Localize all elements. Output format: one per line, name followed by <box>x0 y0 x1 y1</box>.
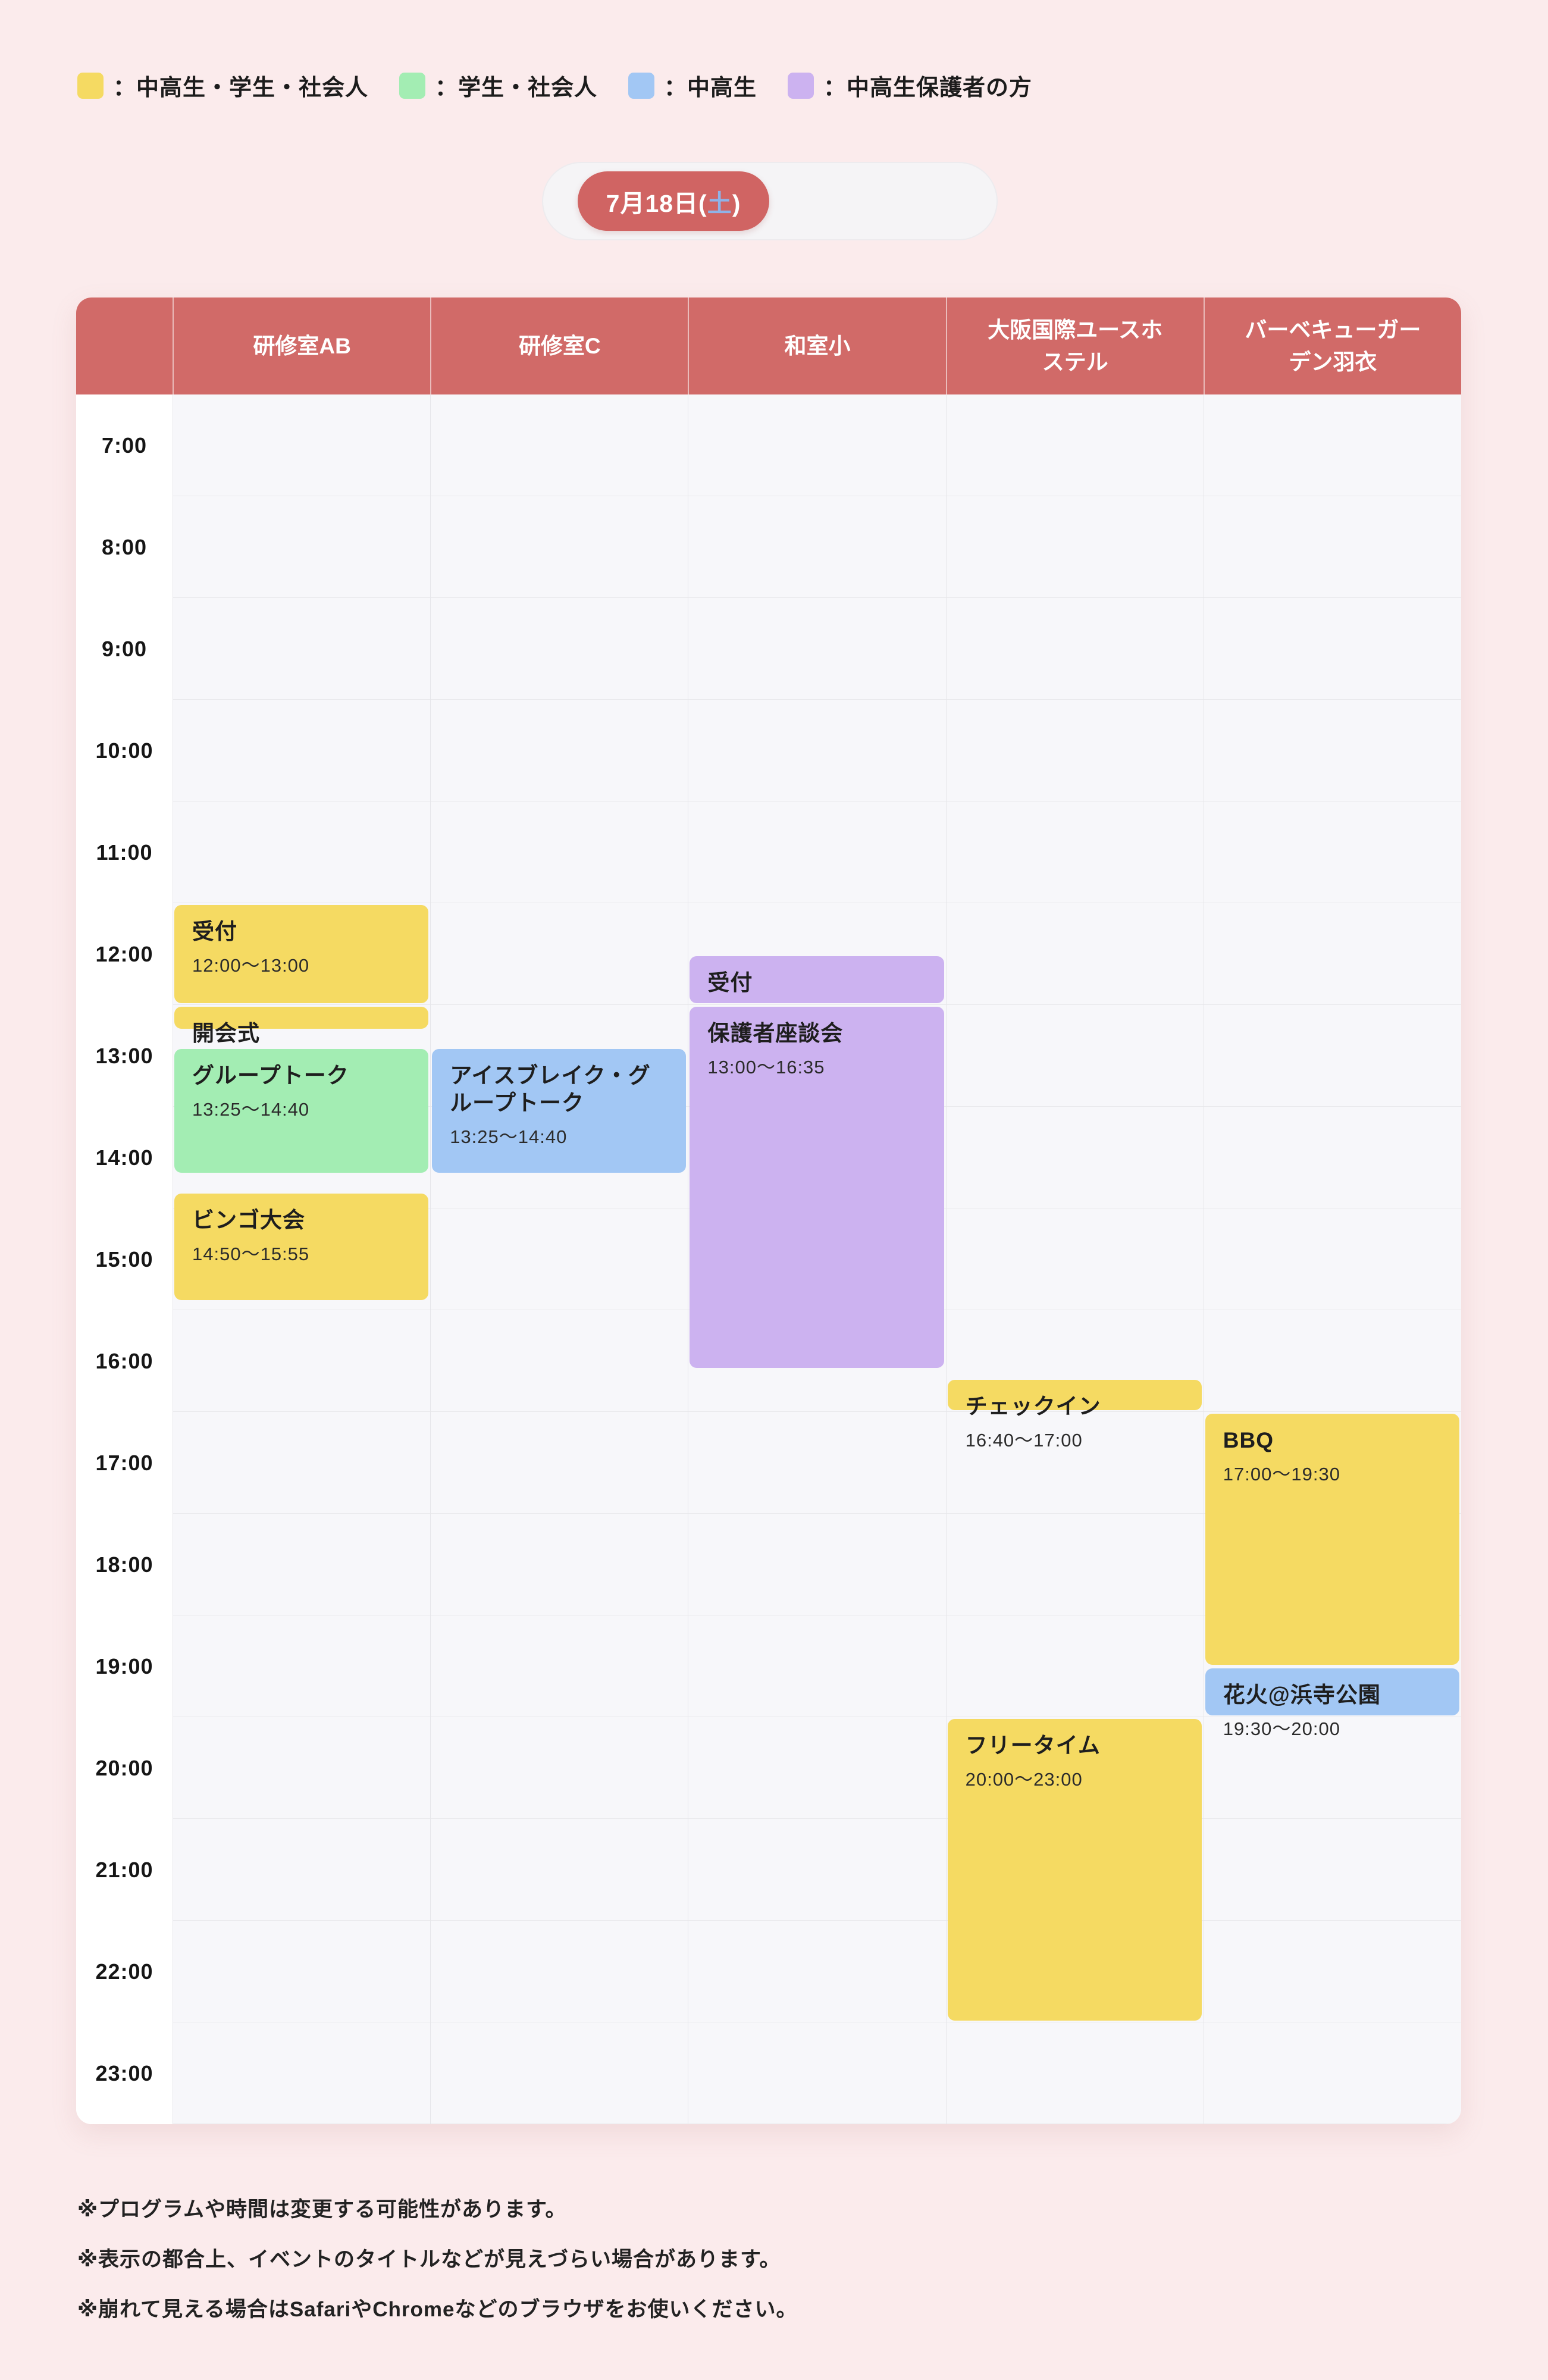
event-time: 13:25〜14:40 <box>192 1099 310 1120</box>
legend-label: ：中高生・学生・社会人 <box>113 76 369 101</box>
event-block[interactable]: BBQ 17:00〜19:30 <box>1205 1414 1459 1665</box>
time-label: 13:00 <box>95 1043 153 1068</box>
event-title: 保護者座談会 <box>707 1021 844 1045</box>
event-title: 花火@浜寺公園 <box>1223 1682 1381 1707</box>
legend-item: ：中高生保護者の方 <box>788 69 1032 102</box>
event-block[interactable]: アイスブレイク・グループトーク 13:25〜14:40 <box>432 1049 687 1173</box>
day-column-4 <box>1203 394 1461 2124</box>
events-layer: 受付 12:00〜13:00 開会式グループトーク 13:25〜14:40 ビンゴ大会 1… <box>173 394 1461 2124</box>
event-time: 13:25〜14:40 <box>450 1126 568 1148</box>
legend-item: ：中高生・学生・社会人 <box>77 69 368 102</box>
event-title: アイスブレイク・グループトーク <box>450 1063 651 1116</box>
schedule-grid: 7:00 8:00 9:00 10:00 11:00 12:00 13:00 14:00 15:… <box>76 394 1461 2124</box>
event-block[interactable]: グループトーク 13:25〜14:40 <box>174 1049 429 1173</box>
purple-swatch-icon <box>788 72 814 99</box>
event-time: 16:40〜17:00 <box>965 1430 1083 1451</box>
time-label: 18:00 <box>95 1552 153 1577</box>
legend-label: ：中高生 <box>664 76 757 101</box>
event-block[interactable]: 保護者座談会 13:00〜16:35 <box>690 1007 944 1368</box>
event-title: 受付 <box>192 919 237 944</box>
time-label: 11:00 <box>96 840 153 865</box>
event-time: 12:00〜13:00 <box>192 955 310 976</box>
tab-date-label: 7月18日(土) <box>606 190 741 217</box>
column-header-4: バーベキューガーデン羽衣 <box>1203 298 1461 394</box>
day-column-1 <box>430 394 688 2124</box>
time-label: 20:00 <box>95 1755 153 1780</box>
blue-swatch-icon <box>628 72 655 99</box>
event-title: ビンゴ大会 <box>192 1207 305 1232</box>
footnote: ※プログラムや時間は変更する可能性があります。 <box>77 2198 567 2221</box>
event-block[interactable]: 受付 <box>690 956 944 1003</box>
day-of-week-char: 土 <box>707 190 732 217</box>
event-title: 受付 <box>707 970 753 995</box>
column-header-1: 研修室C <box>430 298 688 394</box>
green-swatch-icon <box>399 72 426 99</box>
yellow-swatch-icon <box>77 72 104 99</box>
time-label: 9:00 <box>101 636 148 661</box>
event-block[interactable]: 花火@浜寺公園 19:30〜20:00 <box>1205 1668 1459 1739</box>
event-title: チェックイン <box>965 1394 1101 1418</box>
event-block[interactable]: 受付 12:00〜13:00 <box>174 905 429 1003</box>
event-time: 14:50〜15:55 <box>192 1243 310 1264</box>
time-label: 21:00 <box>95 1857 153 1882</box>
event-block[interactable]: フリータイム 20:00〜23:00 <box>947 1719 1202 2021</box>
time-label: 17:00 <box>95 1450 153 1475</box>
legend-item: ：中高生 <box>628 69 757 102</box>
time-label: 22:00 <box>95 1959 153 1984</box>
event-title: フリータイム <box>965 1733 1101 1758</box>
time-label: 7:00 <box>101 433 148 458</box>
time-label: 14:00 <box>95 1145 153 1170</box>
column-header-0: 研修室AB <box>173 298 430 394</box>
event-title: BBQ <box>1223 1428 1274 1452</box>
legend-label: ：学生・社会人 <box>435 76 598 101</box>
event-time: 19:30〜20:00 <box>1223 1718 1340 1739</box>
time-label: 12:00 <box>95 941 153 966</box>
column-header-2: 和室小 <box>688 298 945 394</box>
time-label: 19:00 <box>95 1654 153 1678</box>
event-time: 20:00〜23:00 <box>965 1769 1083 1790</box>
time-label: 16:00 <box>95 1348 153 1373</box>
header-time-column <box>76 298 173 394</box>
schedule-table: 研修室AB 研修室C 和室小 大阪国際ユースホステル バーベキューガーデン羽衣 7:00… <box>76 298 1461 2124</box>
time-axis: 7:00 8:00 9:00 10:00 11:00 12:00 13:00 14:00 15:… <box>76 394 173 2124</box>
time-label: 15:00 <box>95 1247 153 1272</box>
event-block[interactable]: 開会式 <box>174 1007 429 1045</box>
column-header-3: 大阪国際ユースホステル <box>945 298 1204 394</box>
event-time: 13:00〜16:35 <box>707 1057 825 1078</box>
footnotes: ※プログラムや時間は変更する可能性があります。 ※表示の都合上、イベントのタイト… <box>77 2199 797 2349</box>
event-time: 17:00〜19:30 <box>1223 1464 1340 1485</box>
event-block[interactable]: チェックイン 16:40〜17:00 <box>947 1380 1202 1451</box>
time-label: 8:00 <box>101 534 148 559</box>
schedule-header-row: 研修室AB 研修室C 和室小 大阪国際ユースホステル バーベキューガーデン羽衣 <box>76 298 1461 394</box>
footnote: ※崩れて見える場合はSafariやChromeなどのブラウザをお使いください。 <box>77 2298 798 2321</box>
footnote: ※表示の都合上、イベントのタイトルなどが見えづらい場合があります。 <box>77 2248 781 2271</box>
time-label: 23:00 <box>95 2060 153 2085</box>
event-block[interactable]: ビンゴ大会 14:50〜15:55 <box>174 1193 429 1300</box>
event-title: 開会式 <box>192 1021 260 1045</box>
legend-item: ：学生・社会人 <box>399 69 597 102</box>
tab-date-active[interactable]: 7月18日(土) <box>578 171 769 231</box>
event-title: グループトーク <box>192 1063 349 1088</box>
time-label: 10:00 <box>95 738 153 763</box>
date-tabbar: 7月18日(土) <box>542 162 998 240</box>
legend-label: ：中高生保護者の方 <box>823 76 1033 101</box>
legend: ：中高生・学生・社会人 ：学生・社会人 ：中高生 ：中高生保護者の方 <box>77 69 1032 102</box>
